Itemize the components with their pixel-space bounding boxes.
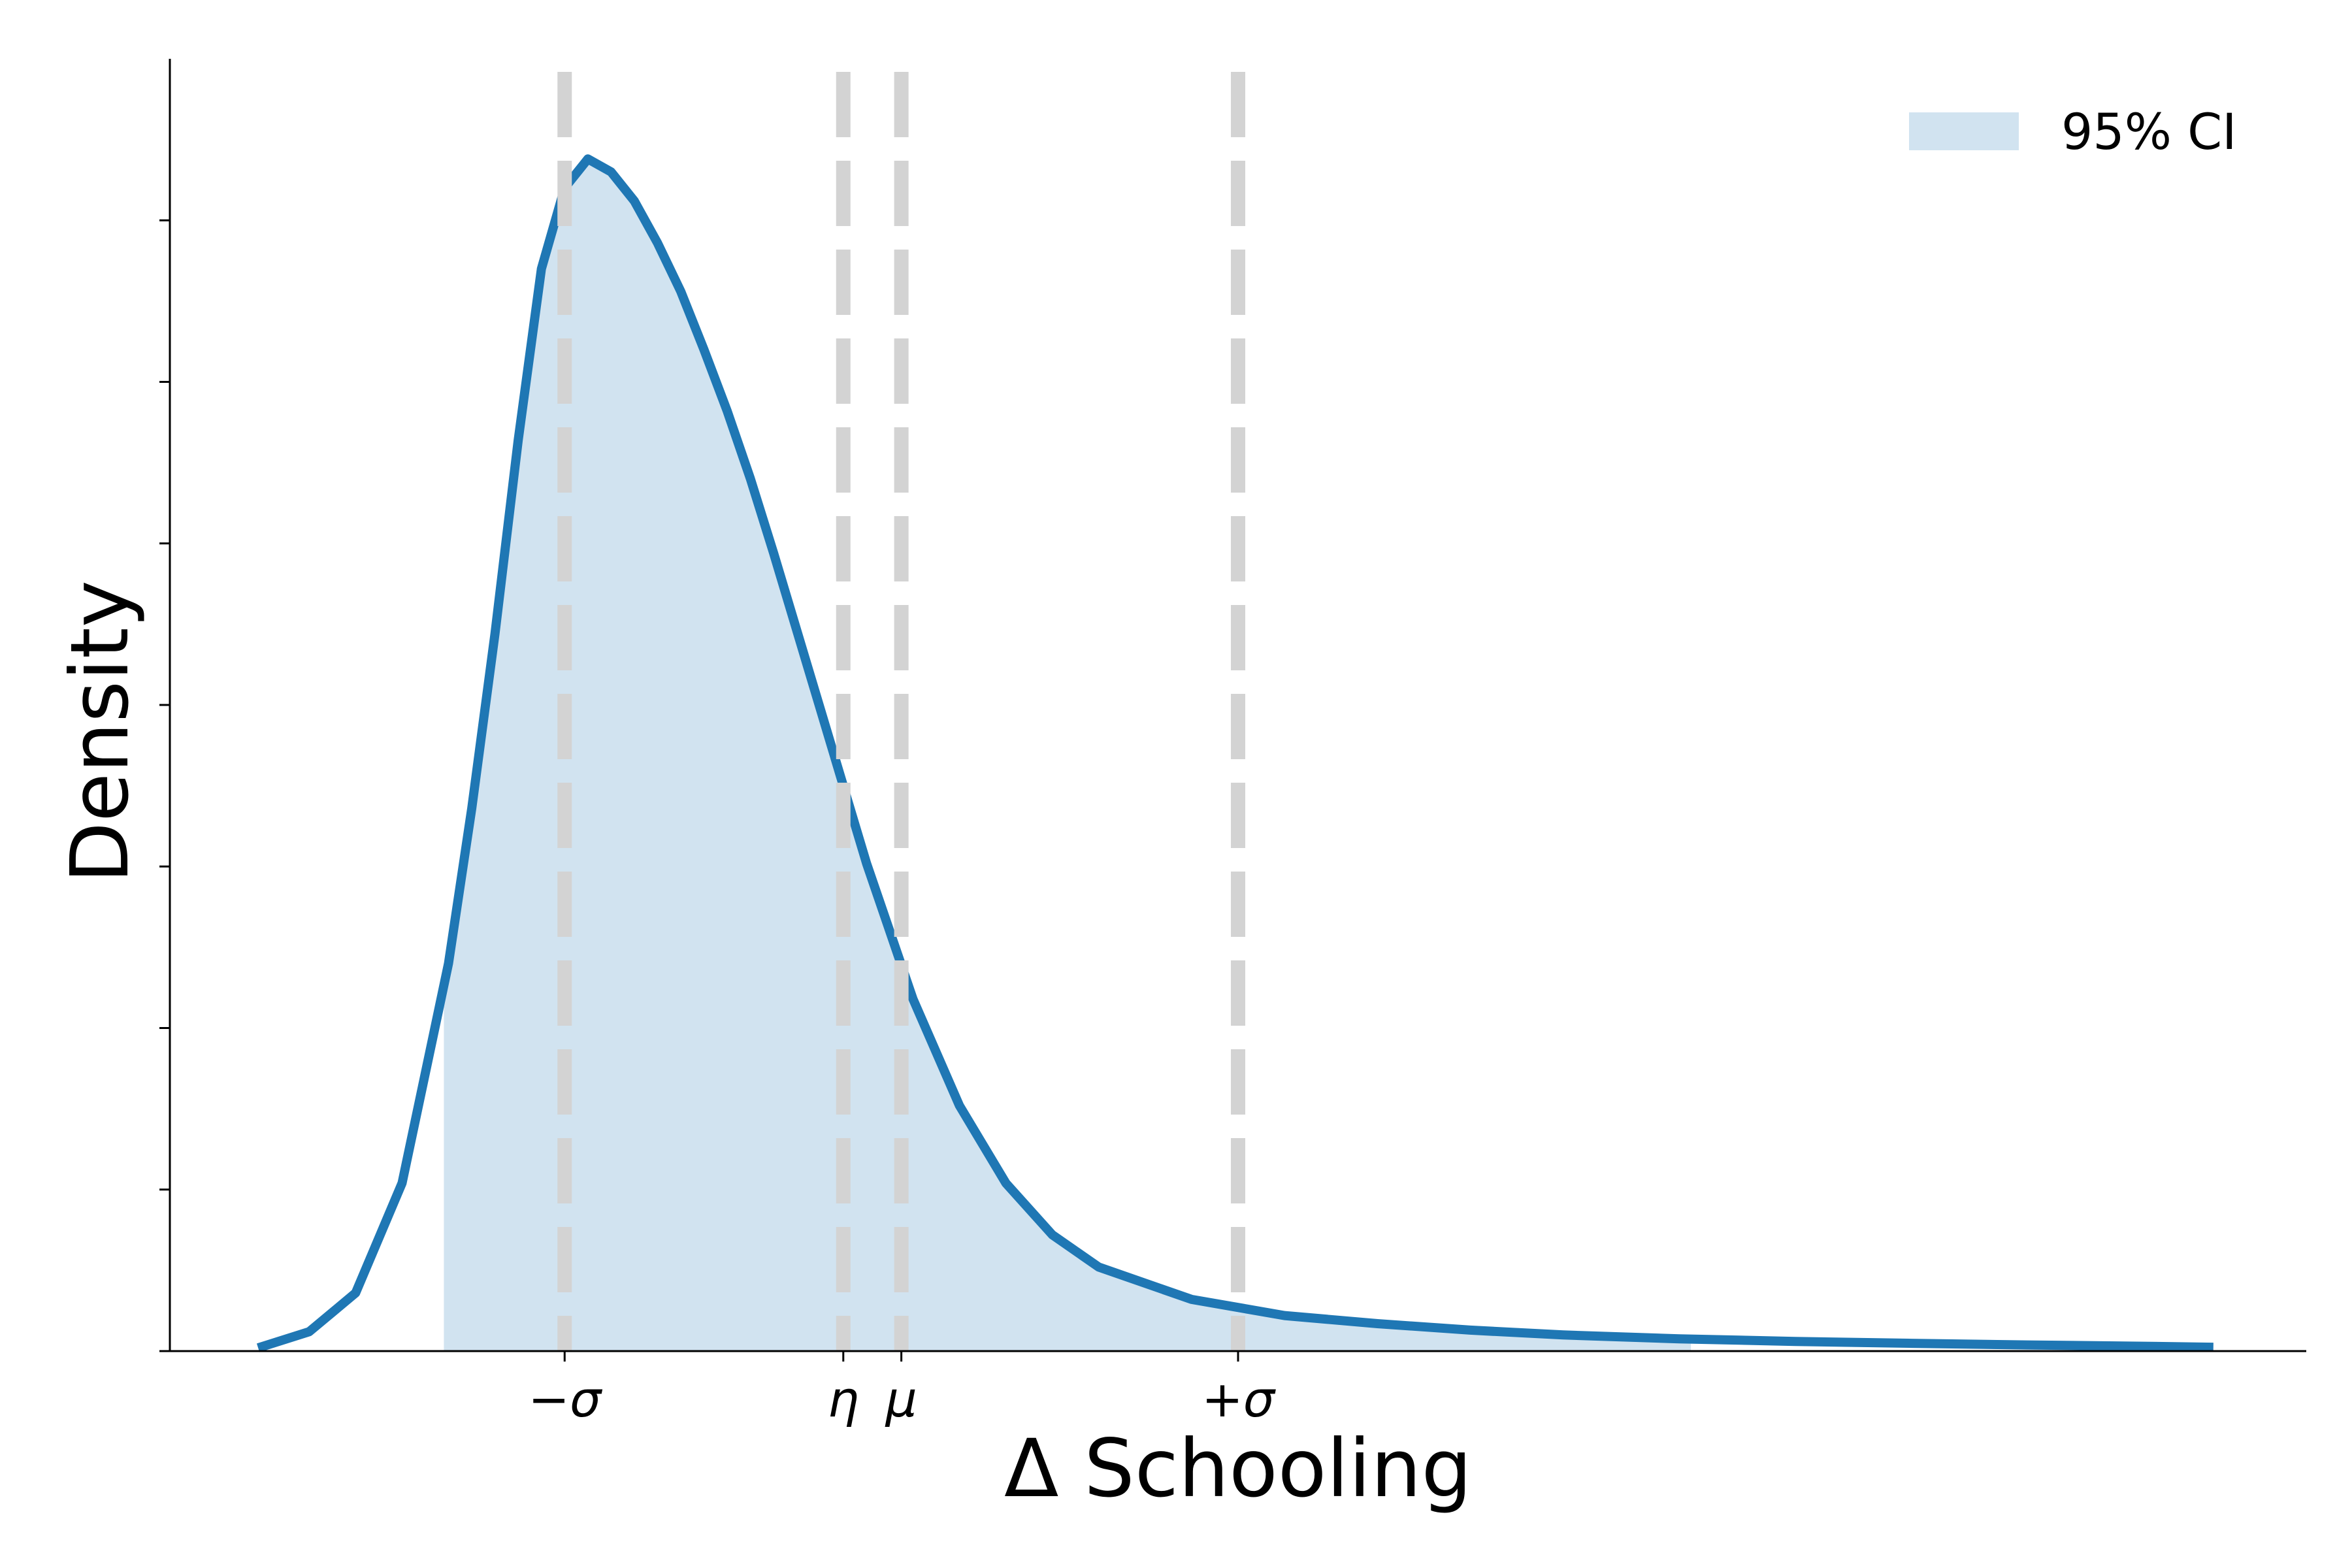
x-tick-label-3: +σ — [1201, 1370, 1277, 1428]
ci-area — [444, 159, 1691, 1352]
legend-label-ci: 95% CI — [2061, 103, 2237, 161]
legend: 95% CI — [1909, 103, 2237, 161]
legend-swatch-ci — [1909, 112, 2019, 150]
x-tick-label-0: −σ — [528, 1370, 603, 1428]
y-axis-title: Density — [54, 580, 146, 883]
x-tick-label-1: η — [828, 1370, 859, 1428]
x-tick-label-2: μ — [885, 1370, 917, 1428]
x-axis-title: Δ Schooling — [1004, 1422, 1472, 1515]
density-curve — [256, 154, 2213, 1352]
